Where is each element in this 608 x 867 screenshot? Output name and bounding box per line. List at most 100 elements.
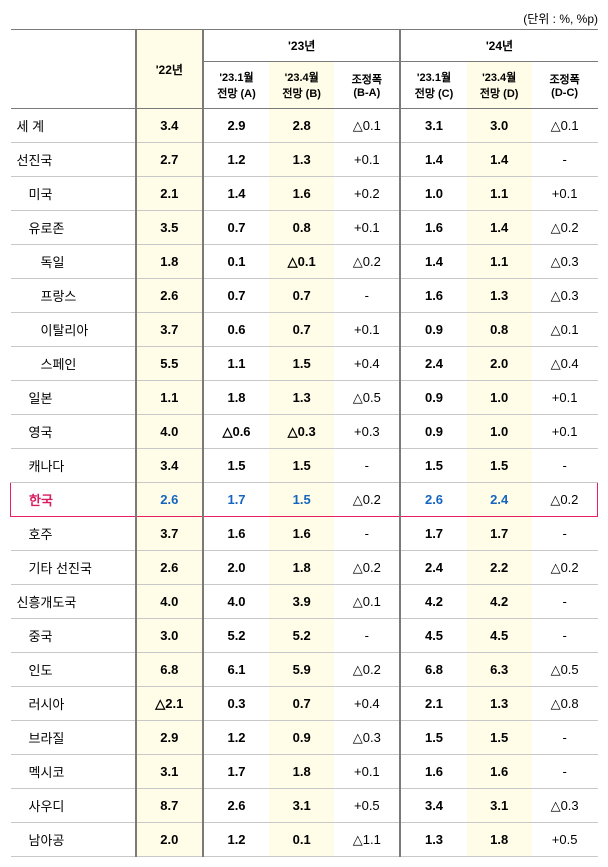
cell-dc: △0.1 (532, 313, 598, 347)
header-d: '23.4월 전망 (D) (467, 62, 532, 109)
cell-a: 2.6 (203, 789, 269, 823)
cell-dc: △0.8 (532, 687, 598, 721)
cell-dc: +0.1 (532, 381, 598, 415)
table-row: 이탈리아3.70.60.7+0.10.90.8△0.1 (11, 313, 598, 347)
cell-d: 1.0 (467, 381, 532, 415)
cell-ba: △0.2 (334, 245, 400, 279)
cell-22: 3.4 (136, 109, 203, 143)
cell-ba: +0.1 (334, 313, 400, 347)
cell-c: 1.4 (400, 143, 466, 177)
cell-c: 2.4 (400, 347, 466, 381)
cell-a: 1.7 (203, 483, 269, 517)
table-row: 브라질2.91.20.9△0.31.51.5- (11, 721, 598, 755)
row-label: 사우디 (11, 789, 136, 823)
cell-ba: +0.4 (334, 347, 400, 381)
cell-22: 3.4 (136, 449, 203, 483)
cell-a: 0.1 (203, 245, 269, 279)
cell-ba: △0.2 (334, 551, 400, 585)
row-label: 멕시코 (11, 755, 136, 789)
header-a: '23.1월 전망 (A) (203, 62, 269, 109)
row-label: 중국 (11, 619, 136, 653)
table-row: 선진국2.71.21.3+0.11.41.4- (11, 143, 598, 177)
cell-ba: △0.1 (334, 585, 400, 619)
cell-d: 0.8 (467, 313, 532, 347)
row-label: 영국 (11, 415, 136, 449)
cell-22: 2.6 (136, 279, 203, 313)
cell-c: 3.4 (400, 789, 466, 823)
cell-ba: △0.2 (334, 653, 400, 687)
cell-c: 2.4 (400, 551, 466, 585)
cell-b: △0.1 (269, 245, 334, 279)
table-row: 한국2.61.71.5△0.22.62.4△0.2 (11, 483, 598, 517)
cell-22: △2.1 (136, 687, 203, 721)
cell-22: 1.1 (136, 381, 203, 415)
cell-a: 1.4 (203, 177, 269, 211)
cell-a: △0.6 (203, 415, 269, 449)
table-row: 사우디8.72.63.1+0.53.43.1△0.3 (11, 789, 598, 823)
cell-dc: △0.3 (532, 245, 598, 279)
cell-b: 2.8 (269, 109, 334, 143)
cell-b: 0.7 (269, 279, 334, 313)
cell-d: 3.1 (467, 789, 532, 823)
cell-22: 3.1 (136, 755, 203, 789)
cell-ba: +0.1 (334, 211, 400, 245)
row-label: 세 계 (11, 109, 136, 143)
cell-a: 0.6 (203, 313, 269, 347)
cell-22: 4.0 (136, 585, 203, 619)
cell-dc: - (532, 143, 598, 177)
cell-dc: △0.2 (532, 483, 598, 517)
table-row: 스페인5.51.11.5+0.42.42.0△0.4 (11, 347, 598, 381)
cell-a: 1.1 (203, 347, 269, 381)
table-row: 일본1.11.81.3△0.50.91.0+0.1 (11, 381, 598, 415)
cell-ba: - (334, 619, 400, 653)
row-label: 프랑스 (11, 279, 136, 313)
row-label: 한국 (11, 483, 136, 517)
header-22: '22년 (136, 30, 203, 109)
cell-ba: +0.5 (334, 789, 400, 823)
forecast-table: '22년 '23년 '24년 '23.1월 전망 (A) '23.4월 전망 (… (10, 29, 598, 857)
cell-b: 0.7 (269, 687, 334, 721)
cell-a: 0.7 (203, 211, 269, 245)
header-b: '23.4월 전망 (B) (269, 62, 334, 109)
cell-d: 3.0 (467, 109, 532, 143)
cell-ba: - (334, 449, 400, 483)
cell-22: 2.6 (136, 551, 203, 585)
cell-c: 1.6 (400, 279, 466, 313)
cell-b: 1.8 (269, 551, 334, 585)
cell-22: 2.1 (136, 177, 203, 211)
cell-d: 1.5 (467, 721, 532, 755)
row-label: 일본 (11, 381, 136, 415)
cell-b: 1.6 (269, 517, 334, 551)
cell-22: 3.0 (136, 619, 203, 653)
row-label: 미국 (11, 177, 136, 211)
cell-a: 1.6 (203, 517, 269, 551)
cell-c: 0.9 (400, 313, 466, 347)
cell-ba: - (334, 517, 400, 551)
cell-c: 1.7 (400, 517, 466, 551)
cell-b: 1.5 (269, 483, 334, 517)
cell-dc: +0.1 (532, 177, 598, 211)
cell-c: 1.0 (400, 177, 466, 211)
cell-d: 4.2 (467, 585, 532, 619)
cell-b: 1.8 (269, 755, 334, 789)
row-label: 브라질 (11, 721, 136, 755)
cell-22: 5.5 (136, 347, 203, 381)
cell-dc: △0.1 (532, 109, 598, 143)
table-row: 신흥개도국4.04.03.9△0.14.24.2- (11, 585, 598, 619)
table-row: 미국2.11.41.6+0.21.01.1+0.1 (11, 177, 598, 211)
table-row: 멕시코3.11.71.8+0.11.61.6- (11, 755, 598, 789)
row-label: 기타 선진국 (11, 551, 136, 585)
cell-a: 0.3 (203, 687, 269, 721)
row-label: 스페인 (11, 347, 136, 381)
cell-dc: - (532, 721, 598, 755)
cell-a: 1.5 (203, 449, 269, 483)
unit-label: (단위 : %, %p) (10, 10, 598, 27)
cell-d: 2.2 (467, 551, 532, 585)
cell-dc: △0.2 (532, 211, 598, 245)
cell-c: 1.5 (400, 721, 466, 755)
cell-dc: △0.3 (532, 279, 598, 313)
cell-b: 5.9 (269, 653, 334, 687)
cell-d: 1.3 (467, 687, 532, 721)
cell-d: 1.7 (467, 517, 532, 551)
cell-22: 3.7 (136, 313, 203, 347)
